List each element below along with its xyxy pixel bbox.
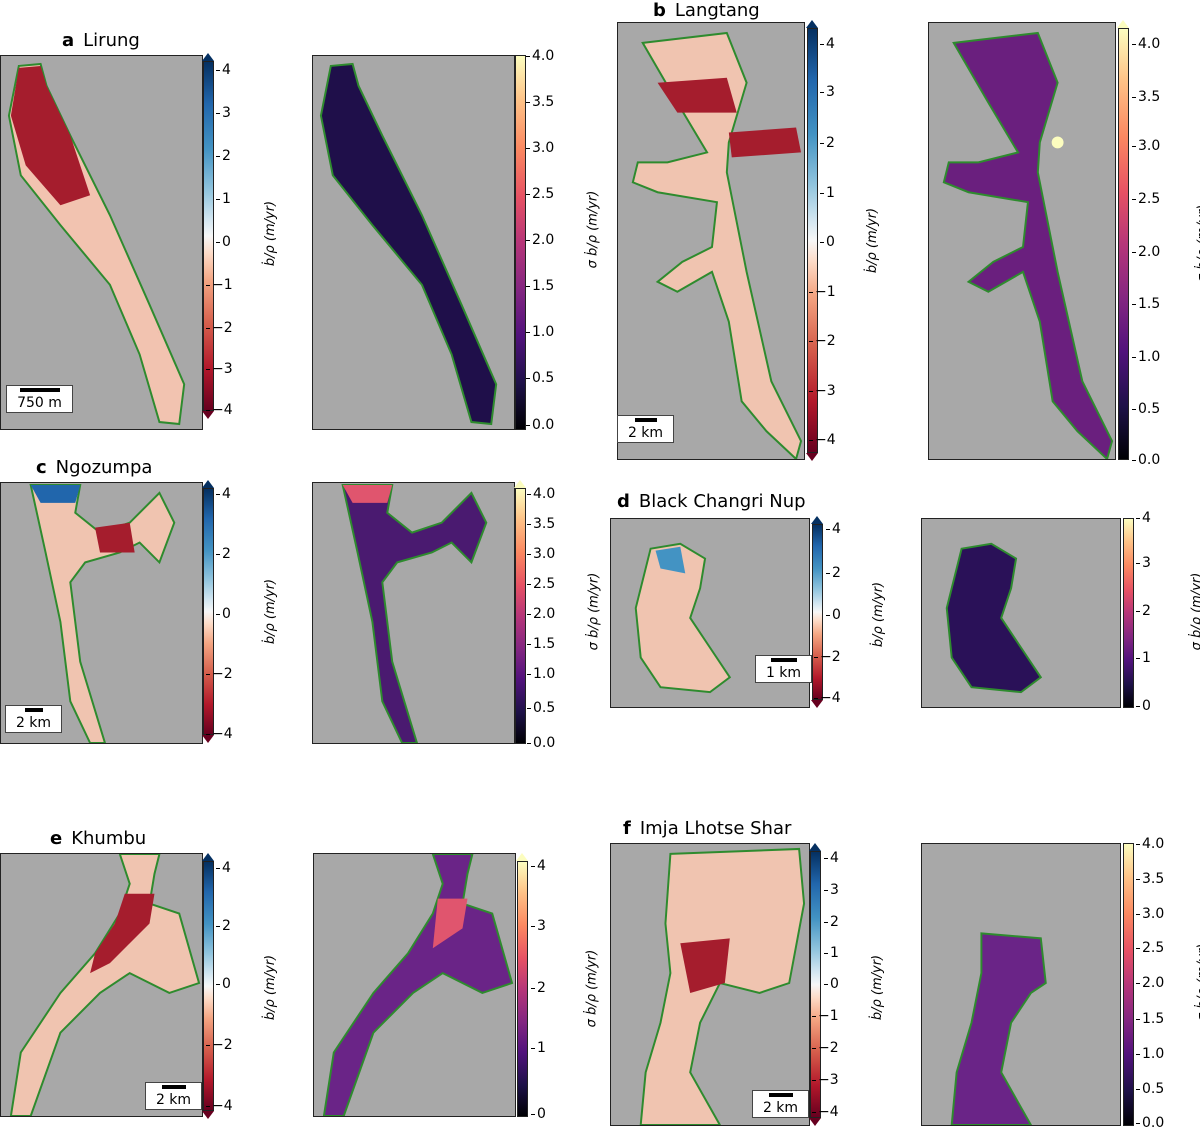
colorbar-emergence [203, 861, 214, 1111]
panel-b-title: b Langtang [653, 0, 760, 21]
khumbu-emergence-map [0, 853, 203, 1117]
scale-bar: 2 km [5, 705, 62, 733]
lirung-emergence-map [0, 55, 203, 430]
colorbar-emergence [810, 851, 821, 1118]
scale-bar: 2 km [617, 415, 674, 443]
ngozumpa-uncertainty-map [312, 482, 515, 744]
colorbar-emergence [203, 61, 214, 411]
colorbar-emergence [203, 488, 214, 735]
colorbar-uncertainty [1123, 518, 1134, 708]
panel-c-title: c Ngozumpa [36, 457, 153, 478]
langtang-uncertainty-map [928, 22, 1116, 460]
khumbu-uncertainty-map [313, 853, 516, 1117]
panel-d-title: d Black Changri Nup [617, 491, 806, 512]
scale-bar: 2 km [145, 1082, 202, 1110]
colorbar-emergence [807, 28, 818, 453]
imja-lhotse-shar-uncertainty-map [921, 843, 1121, 1126]
imja-lhotse-shar-emergence-map [610, 843, 810, 1126]
langtang-emergence-map [617, 22, 805, 460]
colorbar-emergence [812, 524, 823, 700]
colorbar-uncertainty [515, 55, 526, 430]
scale-bar: 1 km [755, 655, 812, 683]
ngozumpa-emergence-map [0, 482, 203, 744]
scale-bar: 750 m [6, 385, 73, 413]
panel-f-title: f Imja Lhotse Shar [623, 818, 792, 839]
colorbar-uncertainty [1118, 28, 1129, 460]
lirung-uncertainty-map [312, 55, 515, 430]
panel-e-title: e Khumbu [50, 828, 147, 849]
colorbar-uncertainty [1123, 843, 1134, 1126]
colorbar-uncertainty [517, 861, 528, 1117]
scale-bar: 2 km [752, 1090, 809, 1118]
black-changri-nup-uncertainty-map [921, 518, 1121, 708]
colorbar-uncertainty [515, 488, 526, 744]
panel-a-title: a Lirung [62, 30, 140, 51]
